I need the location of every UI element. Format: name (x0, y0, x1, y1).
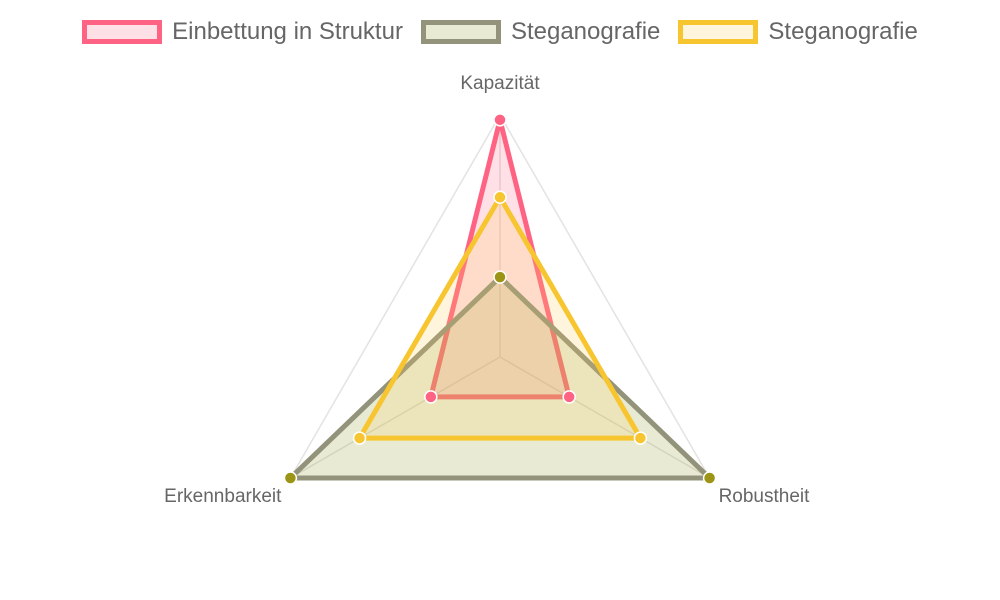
legend-swatch-steganografie-yellow (678, 20, 759, 44)
legend-label-einbettung: Einbettung in Struktur (172, 18, 403, 45)
series-2-point-0 (493, 190, 507, 205)
series-0-point-1 (562, 390, 576, 404)
radar-series (283, 113, 717, 485)
legend-item-steganografie-yellow[interactable]: Steganografie (678, 18, 918, 46)
legend-swatch-steganografie-olive (420, 20, 501, 44)
chart-legend: Einbettung in Struktur Steganografie Ste… (0, 14, 1000, 50)
series-0-point-2 (424, 390, 438, 404)
series-2-point-2 (352, 431, 367, 445)
legend-item-steganografie-olive[interactable]: Steganografie (420, 18, 661, 46)
series-1-point-0 (493, 270, 507, 284)
legend-label-steganografie-olive: Steganografie (510, 18, 661, 45)
series-2-point-1 (633, 431, 648, 445)
legend-item-einbettung[interactable]: Einbettung in Struktur (82, 18, 403, 46)
legend-label-steganografie-yellow: Steganografie (768, 18, 918, 45)
axis-labels: Kapazität Robustheit Erkennbarkeit (164, 73, 810, 507)
axis-label-robustheit: Robustheit (719, 486, 811, 507)
radar-grid (289, 113, 711, 479)
series-0-point-0 (493, 113, 507, 127)
grid-spoke (290, 356, 501, 479)
legend-swatch-einbettung (82, 20, 163, 44)
axis-label-kapazitaet: Kapazität (460, 73, 540, 94)
series-1-point-1 (702, 471, 717, 485)
series-area-2 (355, 192, 645, 441)
axis-label-erkennbarkeit: Erkennbarkeit (164, 486, 282, 507)
grid-spoke (499, 356, 710, 479)
series-1-point-2 (283, 471, 298, 485)
